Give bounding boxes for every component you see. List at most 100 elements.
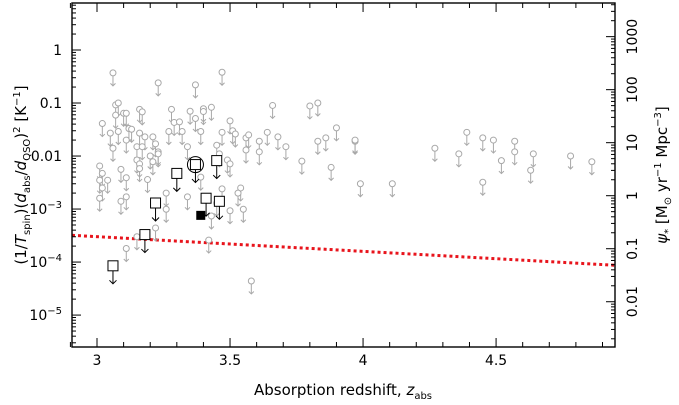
arrow-head [589,171,595,176]
circle-marker [588,158,596,166]
circle-marker [242,146,250,154]
label-part: (1/ [12,243,30,264]
arrow-head [118,211,124,216]
data-point [170,118,178,137]
x-tick-label: 3 [93,353,102,369]
data-point [282,143,290,161]
data-point [117,197,125,216]
arrow-head [110,158,116,162]
data-point [351,136,359,154]
x-tick-label: 4.5 [485,353,507,369]
arrow-head [128,139,135,143]
arrow-head [96,190,103,194]
square-marker [211,155,223,167]
arrow-head [264,142,271,147]
data-point [455,150,463,168]
arrow-head [191,178,200,184]
arrow-head [192,95,199,99]
arrow-head [237,198,244,202]
data-point [98,120,106,138]
data-point [117,165,125,184]
circle-marker [183,193,191,201]
square-marker [107,260,119,272]
arrow-head [240,219,247,223]
data-point [191,81,199,99]
circle-marker [255,148,263,156]
tick-base: 10 [29,308,47,324]
circle-marker [205,236,213,244]
circle-marker [146,152,154,160]
arrow-head [432,158,438,162]
data-point [231,130,239,148]
circle-marker [388,180,396,188]
y-tick-label: 10−3 [29,200,62,218]
arrow-head [163,219,170,223]
arrow-head [479,148,486,152]
arrow-head [463,142,470,147]
x-tick-label: 3.5 [219,353,241,369]
arrow-head [155,93,162,97]
arrow-head [479,192,486,196]
label-part: ⊙ [663,197,674,205]
label-part: 2 [12,126,23,132]
y-right-tick-label: 1 [625,191,641,200]
arrow-head [139,156,146,161]
data-point [109,69,117,87]
arrow-head [283,156,289,161]
circle-marker [314,137,322,145]
data-point [218,68,226,86]
tick-exponent: −4 [47,253,62,264]
label-part: d [12,160,30,170]
circle-marker [162,189,170,197]
label-part: −1 [653,162,664,177]
circle-marker [98,184,106,192]
plot-frame [71,2,616,348]
data-point [489,136,497,154]
y-tick-label: 10−5 [29,306,62,324]
arrow-head [314,113,321,117]
data-point [207,212,215,230]
circle-marker [138,143,146,151]
circle-marker [152,224,160,232]
y-right-tick-label: 0.01 [625,286,641,317]
circle-marker [463,128,471,136]
data-point [247,277,255,295]
threshold-line [71,233,616,267]
arrow-head [256,161,263,166]
label-part: [M [653,205,671,229]
data-point [211,155,223,180]
data-point [154,79,162,97]
y-right-tick-label: 10 [625,134,641,152]
label-part: / [12,169,30,175]
circle-marker [117,197,125,205]
arrow-head [490,150,497,154]
circle-marker [511,137,519,145]
data-point [332,124,340,142]
data-point [245,131,253,149]
highlight-circle-marker [186,156,204,174]
circle-marker [141,133,149,141]
circle-marker [165,128,173,136]
arrow-head [498,170,505,175]
data-point [171,167,183,193]
data-point [356,180,364,198]
arrow-head [165,141,172,146]
arrow-head [184,156,191,161]
circle-marker [109,69,117,77]
circle-marker [529,150,537,158]
circle-marker [98,120,106,128]
arrow-head [141,248,149,254]
arrow-head [197,187,204,191]
circle-marker [226,207,234,215]
arrow-head [235,203,241,207]
arrow-head [219,82,225,86]
circle-marker [122,136,130,144]
circle-marker [117,165,125,173]
data-point [314,99,322,117]
arrow-head [136,119,143,124]
circle-marker [226,160,234,168]
arrow-head [115,141,122,146]
arrow-head [328,177,334,182]
arrow-head [248,291,255,295]
arrow-head [123,206,130,211]
